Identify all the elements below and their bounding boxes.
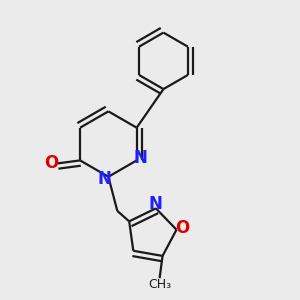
Text: O: O (175, 219, 189, 237)
Text: O: O (44, 154, 58, 172)
Text: N: N (149, 195, 163, 213)
Text: CH₃: CH₃ (148, 278, 171, 291)
Text: N: N (133, 149, 147, 167)
Text: N: N (97, 170, 111, 188)
